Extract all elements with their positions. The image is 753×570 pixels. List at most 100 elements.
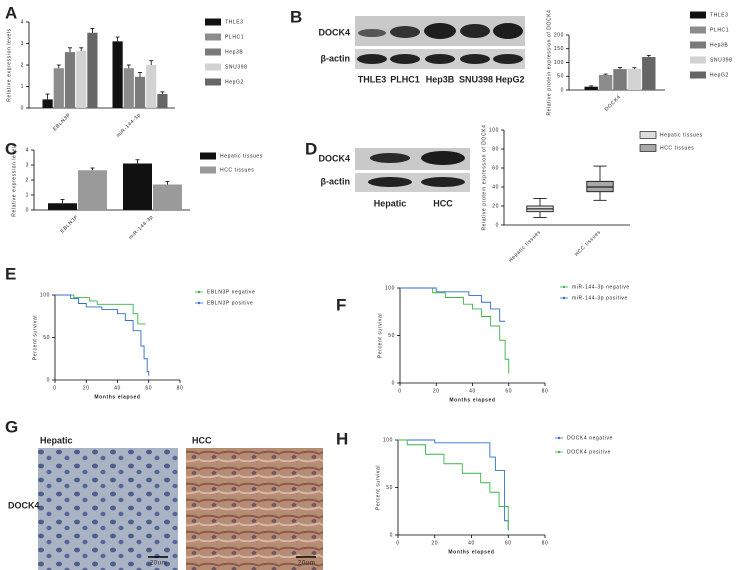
bar [76,51,87,108]
y-axis-label: Relative expression levels [6,28,12,101]
legend-label: EBLN3P negative [207,289,255,295]
legend-label: DOCK4 positive [567,449,611,455]
bar [584,86,598,90]
panel-letter: E [5,264,16,283]
x-tick-label: EBLN3P [60,214,80,234]
x-axis-label: Months elapsed [449,397,495,403]
legend-label: Hep3B [710,42,728,48]
x-tick-label: 80 [542,540,549,546]
western-blot [355,16,525,69]
legend-label: HCC tissues [220,167,254,173]
legend-marker [197,301,201,305]
panel-letter: B [290,7,302,26]
y-tick-label: 100 [383,437,393,443]
legend-swatch [205,78,221,86]
y-tick-label: 60 [492,165,499,171]
legend-label: HCC tissues [660,145,694,151]
x-tick-label: DOCK4 [604,94,623,113]
y-tick-label: 1 [26,192,29,198]
y-tick-label: 0 [390,532,393,538]
row-label: DOCK4 [8,500,40,510]
blot-label: β-actin [321,176,351,186]
legend-label: PLHC1 [225,34,244,40]
survival-curve [55,294,150,376]
x-tick-label: EBLN3P [52,112,72,132]
column-label: Hepatic [40,435,73,445]
y-axis-label: Relative protein expression of DOCK4 [481,124,487,230]
legend-label: THLE3 [710,12,729,18]
legend-label: Hepatic tissues [220,153,263,159]
x-tick-label: miR-144-3p [115,112,142,139]
lane-label: THLE3 [358,74,387,84]
legend-marker [557,450,561,454]
y-tick-label: 0 [561,87,564,93]
x-tick-label: 40 [469,388,476,394]
y-tick-label: 4 [26,147,29,153]
legend-label: THLE3 [225,19,244,25]
x-tick-label: miR-144-3p [128,214,155,241]
x-tick-label: 20 [433,388,440,394]
legend-marker [557,436,561,440]
legend-label: HepG2 [225,79,244,85]
lane-label: HCC [433,198,453,208]
y-axis-label: Percent survival [377,313,383,358]
legend-label: miR-144-3p negative [572,284,630,290]
bar [627,68,642,90]
y-tick-label: 100 [40,292,50,298]
y-tick-label: 200 [554,32,564,38]
legend-swatch [200,166,216,174]
bar [153,184,182,210]
legend-marker [562,285,566,289]
lane-label: Hep3B [426,74,455,84]
y-axis-label: Relative expression levels [11,143,17,216]
bar [42,99,53,108]
bar [134,76,146,108]
legend-swatch [205,63,221,71]
legend-swatch [639,131,657,139]
column-label: HCC [192,435,212,445]
blot-label: DOCK4 [318,27,350,37]
legend-label: Hep3B [225,49,243,55]
legend-label: Hepatic tissues [660,132,703,138]
panel-letter: C [5,139,17,158]
panel-letter: H [336,429,348,448]
bar [642,57,656,90]
x-tick-label: 40 [114,385,121,391]
legend-label: SNU398 [710,57,733,63]
bar [78,170,107,210]
y-tick-label: 50 [388,333,395,339]
x-tick-label: 0 [53,385,56,391]
bar [64,52,76,108]
y-tick-label: 80 [492,146,499,152]
y-tick-label: 50 [557,74,564,80]
bar [53,68,64,108]
x-tick-label: 80 [542,388,549,394]
legend-swatch [205,18,221,26]
legend-swatch [205,48,221,56]
bar [87,32,98,108]
legend-label: EBLN3P positive [207,300,253,306]
x-tick-label: 0 [398,388,401,394]
y-tick-label: 4 [21,19,24,25]
x-tick-label: HCC tissues [574,229,603,258]
x-tick-label: 20 [431,540,438,546]
ihc-image [38,448,178,570]
y-tick-label: 100 [385,285,395,291]
lane-label: PLHC1 [390,74,420,84]
legend-swatch [690,11,706,19]
scale-label: 20um [150,561,167,567]
y-tick-label: 50 [43,335,50,341]
survival-curve [400,287,510,374]
y-tick-label: 0 [26,207,29,213]
bar [123,68,134,108]
y-axis-label: Relative protein expression of DOCK4 [546,9,552,115]
legend-swatch [639,144,657,152]
y-tick-label: 3 [21,41,24,47]
x-tick-label: Hepatic tissues [508,229,543,264]
y-axis-label: Percent survival [32,315,38,360]
legend-label: miR-144-3p positive [572,295,628,301]
legend-marker [197,290,201,294]
bar [146,65,157,108]
y-tick-label: 1 [21,84,24,90]
